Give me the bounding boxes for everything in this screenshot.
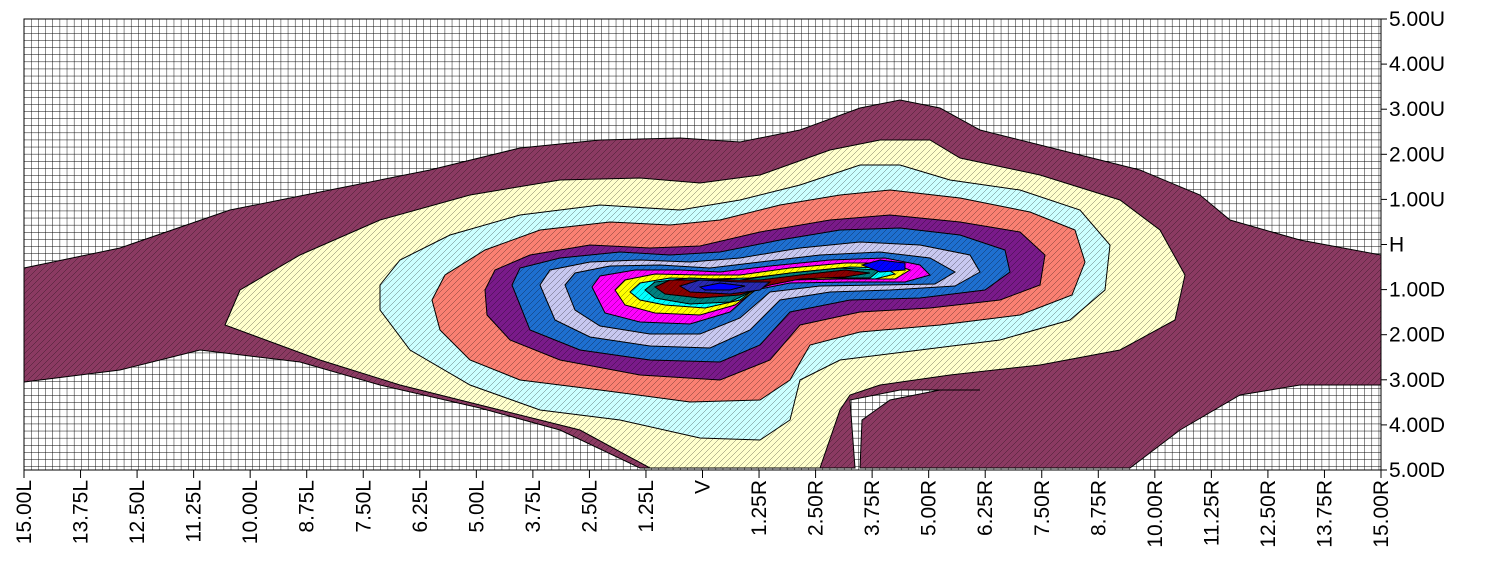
x-tick-label: 5.00R xyxy=(918,480,941,536)
x-tick-label: 13.75R xyxy=(1313,480,1336,548)
x-tick-label: 15.00L xyxy=(13,480,36,544)
x-tick-label: 3.75R xyxy=(861,480,884,536)
x-tick-label: 10.00L xyxy=(239,480,262,544)
x-tick-label: 6.25L xyxy=(409,480,432,533)
x-tick-label: 7.50L xyxy=(352,480,375,533)
y-tick-label: 2.00D xyxy=(1389,324,1445,347)
secondary-peak xyxy=(698,282,746,291)
x-tick-label: 15.00R xyxy=(1370,480,1393,548)
x-tick-label: 5.00L xyxy=(465,480,488,533)
y-tick-label: 5.00D xyxy=(1389,459,1445,482)
y-tick-label: 4.00U xyxy=(1389,53,1445,76)
x-tick-label: 12.50R xyxy=(1257,480,1280,548)
x-tick-label: 7.50R xyxy=(1031,480,1054,536)
y-tick-label: 1.00D xyxy=(1389,279,1445,302)
x-axis-ticks: 15.00L 13.75L 12.50L 11.25L 10.00L 8.75L 7.50L… xyxy=(13,470,1393,548)
x-tick-label: 6.25R xyxy=(974,480,997,536)
x-tick-label: 2.50R xyxy=(805,480,828,536)
x-tick-label: 2.50L xyxy=(578,480,601,533)
y-tick-label: 3.00D xyxy=(1389,369,1445,392)
x-tick-label: 10.00R xyxy=(1144,480,1167,548)
x-tick-label: 8.75R xyxy=(1087,480,1110,536)
x-tick-label: 3.75L xyxy=(522,480,545,533)
contour-layers xyxy=(23,99,1382,469)
contour-hatch-15 xyxy=(862,260,905,272)
x-tick-label: 8.75L xyxy=(296,480,319,533)
x-tick-label: 11.25R xyxy=(1200,480,1223,546)
x-tick-label: 1.25L xyxy=(635,480,658,533)
y-tick-label: 5.00U xyxy=(1389,8,1445,31)
y-tick-label: H xyxy=(1389,234,1404,257)
y-tick-label: 2.00U xyxy=(1389,143,1445,166)
x-tick-label: 1.25R xyxy=(748,480,771,536)
y-tick-label: 4.00D xyxy=(1389,414,1445,437)
y-axis-ticks: 5.00U 4.00U 3.00U 2.00U 1.00U H 1.00D 2.00D 3.00… xyxy=(1381,8,1445,482)
x-tick-label: V xyxy=(692,480,715,494)
x-tick-label: 11.25L xyxy=(183,480,206,543)
x-tick-label: 13.75L xyxy=(70,480,93,544)
x-tick-label: 12.50L xyxy=(126,480,149,544)
y-tick-label: 3.00U xyxy=(1389,98,1445,121)
y-tick-label: 1.00U xyxy=(1389,188,1445,211)
